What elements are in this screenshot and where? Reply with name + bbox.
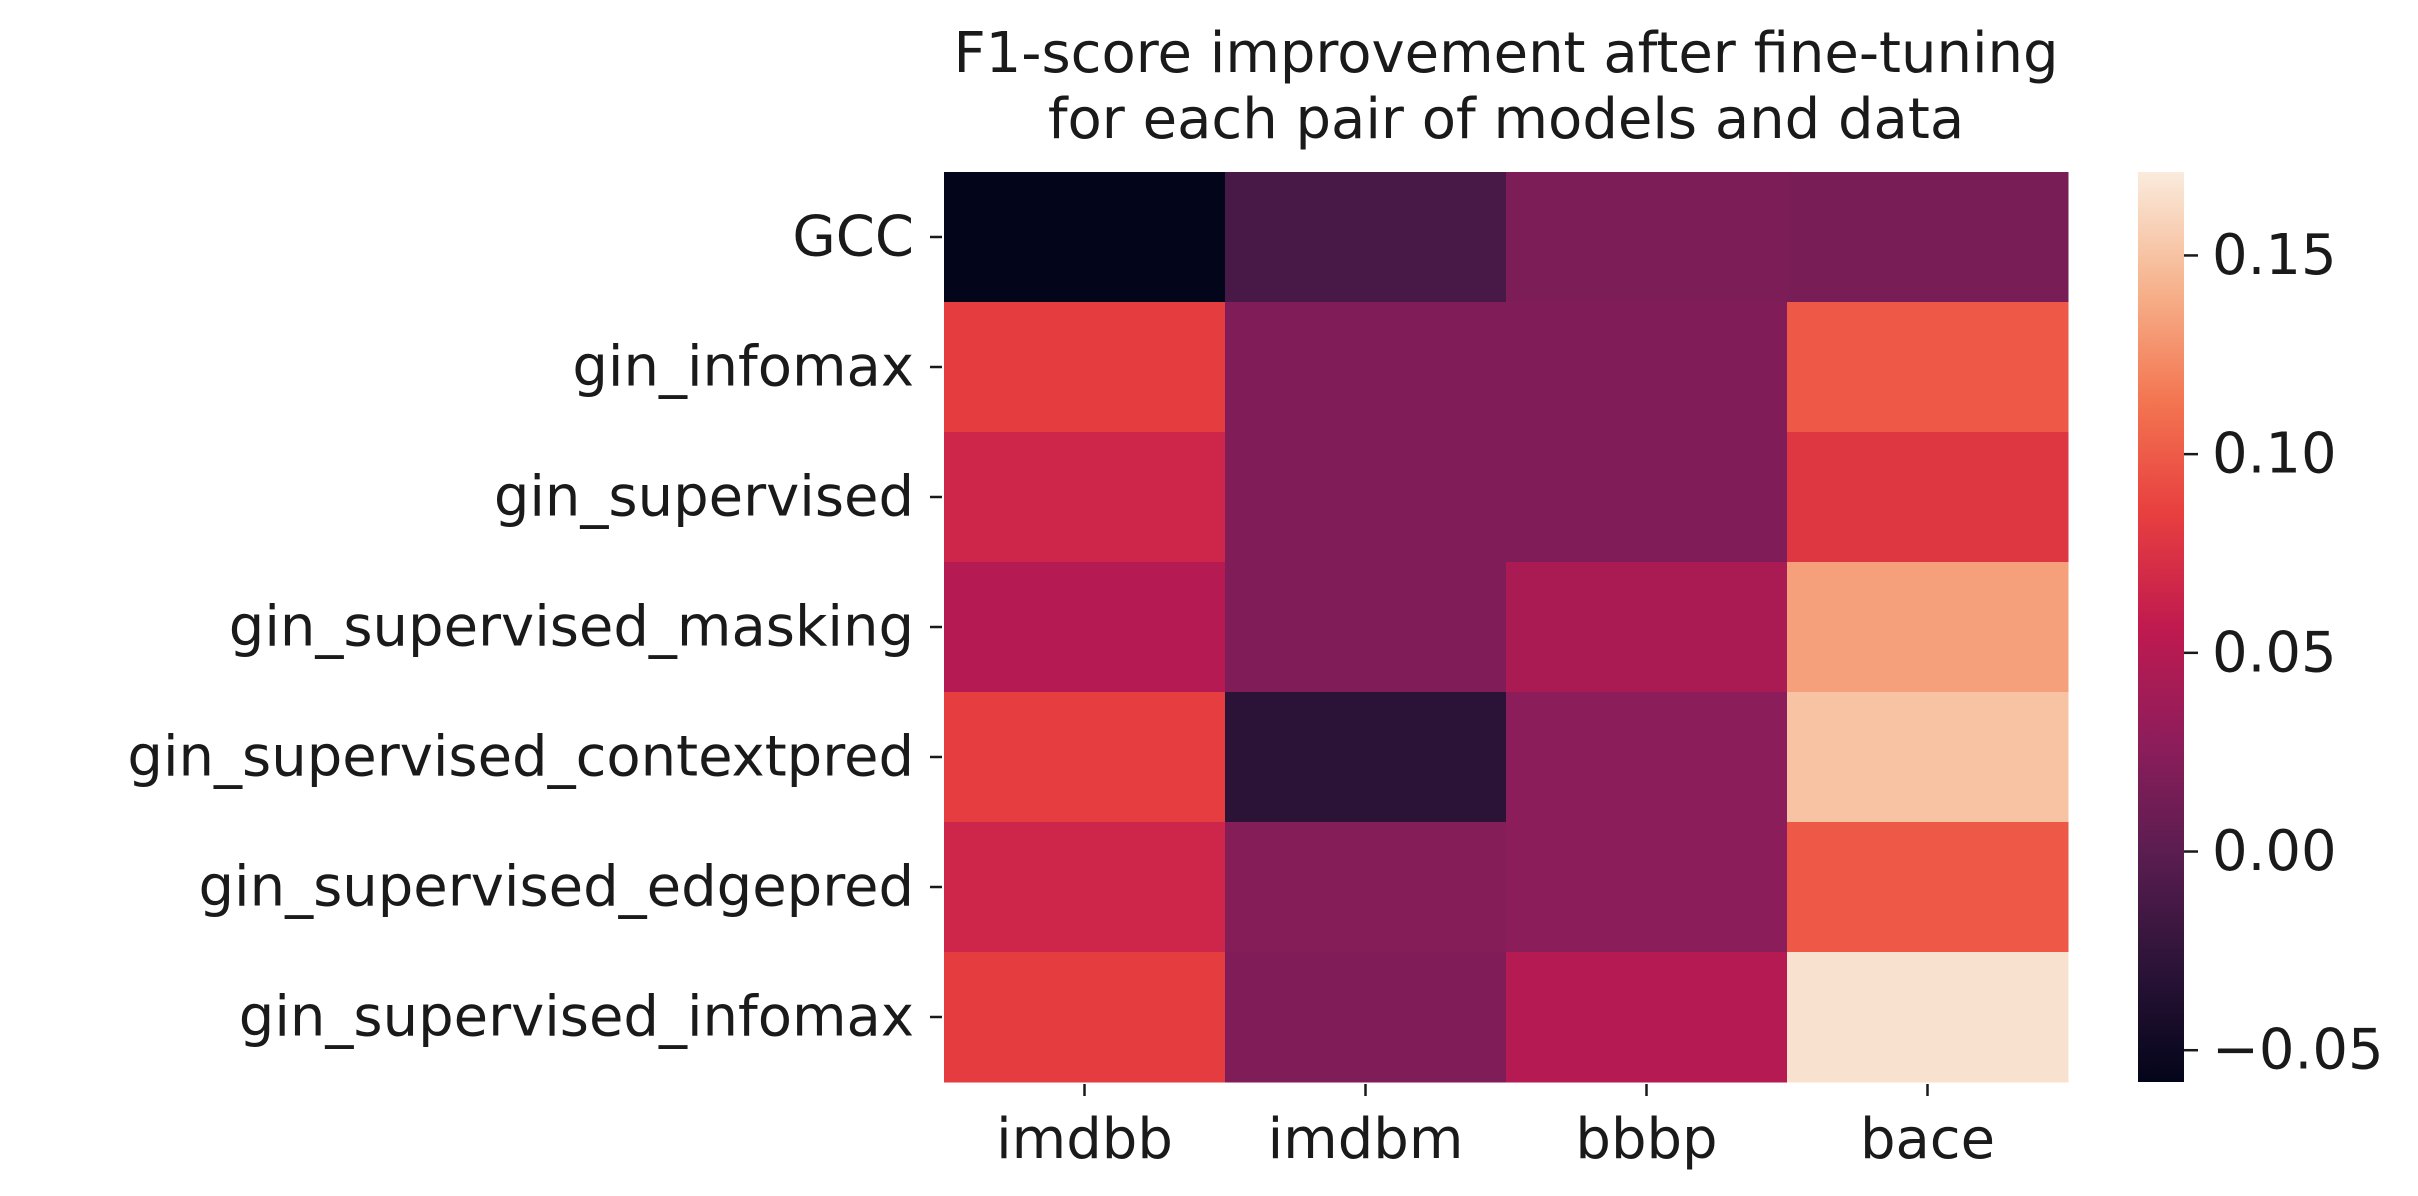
heatmap-cell bbox=[1225, 692, 1507, 823]
heatmap-cell bbox=[1506, 302, 1788, 433]
heatmap-cell bbox=[1506, 172, 1788, 303]
colorbar-tick-label: 0.15 bbox=[2212, 223, 2337, 288]
chart-title: F1-score improvement after fine-tuningfo… bbox=[953, 21, 2058, 152]
heatmap-cells bbox=[944, 172, 2069, 1083]
y-tick-label: gin_supervised_contextpred bbox=[127, 725, 914, 790]
y-tick-label: gin_supervised_infomax bbox=[239, 985, 914, 1050]
heatmap-cell bbox=[1787, 562, 2069, 693]
heatmap-cell bbox=[1225, 822, 1507, 953]
heatmap-cell bbox=[1787, 172, 2069, 303]
chart-title-line: F1-score improvement after fine-tuning bbox=[953, 21, 2058, 86]
x-tick-label: bbbp bbox=[1575, 1107, 1717, 1172]
heatmap-cell bbox=[1225, 562, 1507, 693]
heatmap-cell bbox=[1787, 302, 2069, 433]
heatmap-cell bbox=[1225, 302, 1507, 433]
heatmap-cell bbox=[944, 302, 1226, 433]
y-tick-label: gin_supervised_masking bbox=[229, 595, 914, 660]
heatmap-cell bbox=[1225, 952, 1507, 1083]
x-tick-label: imdbb bbox=[996, 1107, 1173, 1172]
heatmap-cell bbox=[944, 432, 1226, 563]
colorbar-gradient bbox=[2138, 172, 2184, 1082]
y-tick-label: gin_supervised_edgepred bbox=[198, 855, 914, 920]
heatmap-cell bbox=[1506, 692, 1788, 823]
heatmap-cell bbox=[1787, 692, 2069, 823]
heatmap-cell bbox=[1225, 172, 1507, 303]
colorbar-tick-label: −0.05 bbox=[2212, 1018, 2384, 1083]
heatmap-cell bbox=[1506, 822, 1788, 953]
heatmap-cell bbox=[944, 822, 1226, 953]
heatmap-cell bbox=[1787, 822, 2069, 953]
y-tick-label: gin_infomax bbox=[572, 335, 914, 400]
heatmap-cell bbox=[944, 952, 1226, 1083]
heatmap-cell bbox=[1506, 432, 1788, 563]
chart-title-line: for each pair of models and data bbox=[1048, 87, 1964, 152]
heatmap-cell bbox=[1506, 562, 1788, 693]
heatmap-cell bbox=[944, 562, 1226, 693]
heatmap-cell bbox=[1787, 432, 2069, 563]
heatmap-cell bbox=[944, 172, 1226, 303]
heatmap-cell bbox=[1787, 952, 2069, 1083]
heatmap-cell bbox=[1506, 952, 1788, 1083]
y-tick-label: GCC bbox=[792, 205, 914, 270]
x-axis: imdbb imdbm bbbp bace bbox=[996, 1084, 1995, 1172]
heatmap-cell bbox=[1225, 432, 1507, 563]
colorbar-tick-label: 0.05 bbox=[2212, 620, 2337, 685]
x-tick-label: imdbm bbox=[1268, 1107, 1464, 1172]
colorbar-tick-label: 0.10 bbox=[2212, 422, 2337, 487]
y-tick-label: gin_supervised bbox=[494, 465, 914, 530]
colorbar-tick-label: 0.00 bbox=[2212, 819, 2337, 884]
heatmap-cell bbox=[944, 692, 1226, 823]
colorbar: −0.05 0.00 0.05 0.10 0.15 bbox=[2138, 172, 2384, 1083]
x-tick-label: bace bbox=[1860, 1107, 1995, 1172]
y-axis: GCC gin_infomax gin_supervised gin_supervis… bbox=[127, 205, 942, 1050]
